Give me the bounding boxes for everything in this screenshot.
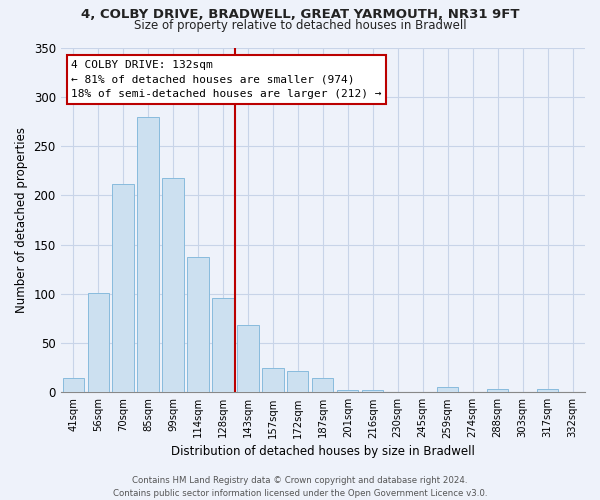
- Bar: [238, 326, 259, 392]
- Text: 4 COLBY DRIVE: 132sqm
← 81% of detached houses are smaller (974)
18% of semi-det: 4 COLBY DRIVE: 132sqm ← 81% of detached …: [71, 60, 382, 99]
- Bar: [437, 388, 458, 392]
- Bar: [88, 293, 109, 392]
- Bar: [112, 184, 134, 392]
- Text: 4, COLBY DRIVE, BRADWELL, GREAT YARMOUTH, NR31 9FT: 4, COLBY DRIVE, BRADWELL, GREAT YARMOUTH…: [81, 8, 519, 20]
- Bar: [537, 390, 558, 392]
- Bar: [262, 368, 284, 392]
- Bar: [212, 298, 233, 392]
- Text: Size of property relative to detached houses in Bradwell: Size of property relative to detached ho…: [134, 19, 466, 32]
- Y-axis label: Number of detached properties: Number of detached properties: [15, 127, 28, 313]
- Bar: [187, 258, 209, 392]
- Bar: [62, 378, 84, 392]
- Bar: [337, 390, 358, 392]
- X-axis label: Distribution of detached houses by size in Bradwell: Distribution of detached houses by size …: [171, 444, 475, 458]
- Bar: [163, 178, 184, 392]
- Bar: [312, 378, 334, 392]
- Bar: [487, 390, 508, 392]
- Text: Contains HM Land Registry data © Crown copyright and database right 2024.
Contai: Contains HM Land Registry data © Crown c…: [113, 476, 487, 498]
- Bar: [287, 370, 308, 392]
- Bar: [137, 118, 158, 392]
- Bar: [362, 390, 383, 392]
